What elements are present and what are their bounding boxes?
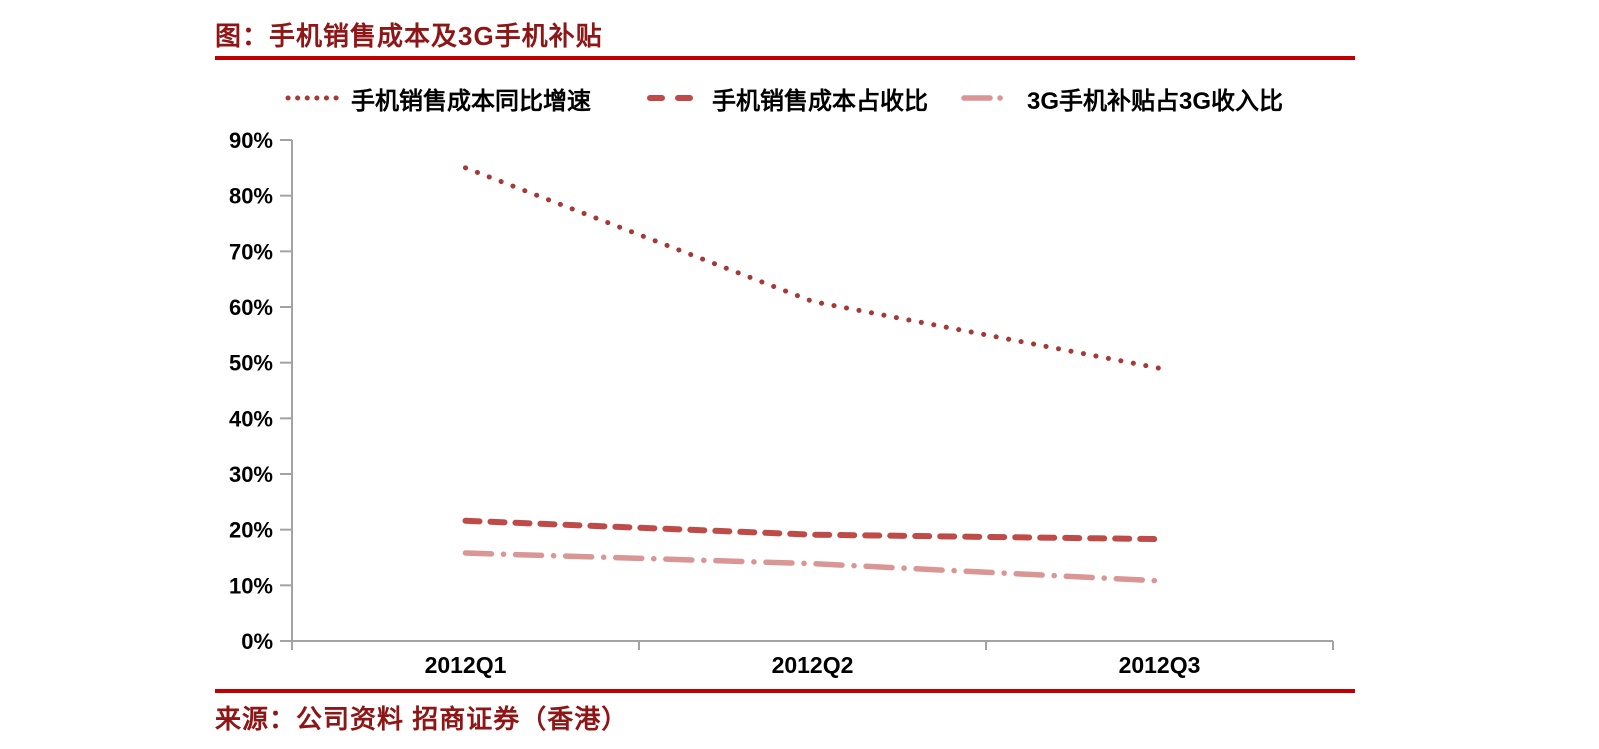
legend-label: 手机销售成本占收比: [712, 87, 928, 115]
legend-swatch-dotted-icon: [285, 95, 341, 101]
legend-swatch-dashed-icon: [647, 95, 701, 101]
legend-label: 3G手机补贴占3G收入比: [1027, 87, 1284, 115]
y-tick-label: 60%: [229, 295, 273, 320]
x-tick-label: 2012Q3: [1119, 652, 1201, 678]
legend-item-3g-subsidy: 3G手机补贴占3G收入比: [960, 83, 1284, 115]
series-line-2: [462, 550, 1163, 584]
y-tick-label: 50%: [229, 351, 273, 376]
chart-title: 图：手机销售成本及3G手机补贴: [215, 21, 603, 51]
y-tick-label: 80%: [229, 184, 273, 209]
y-tick-label: 90%: [229, 128, 273, 153]
legend-item-yoy-growth: 手机销售成本同比增速: [284, 83, 591, 115]
y-tick-label: 40%: [229, 406, 273, 431]
bottom-divider-rule: [215, 689, 1355, 693]
y-tick-label: 70%: [229, 239, 273, 264]
x-tick-label: 2012Q2: [772, 652, 854, 678]
y-tick-label: 10%: [229, 573, 273, 598]
legend-item-cost-to-revenue: 手机销售成本占收比: [645, 83, 928, 115]
y-tick-label: 20%: [229, 518, 273, 543]
y-tick-label: 30%: [229, 462, 273, 487]
legend-label: 手机销售成本同比增速: [351, 87, 591, 115]
series-line-1: [462, 517, 1163, 543]
top-divider-rule: [215, 56, 1355, 60]
source-note: 来源：公司资料 招商证券（香港）: [215, 704, 629, 734]
series-line-0: [463, 165, 1162, 371]
y-tick-label: 0%: [241, 629, 273, 654]
legend-swatch-dashdot-icon: [961, 95, 1011, 101]
x-tick-label: 2012Q1: [425, 652, 507, 678]
